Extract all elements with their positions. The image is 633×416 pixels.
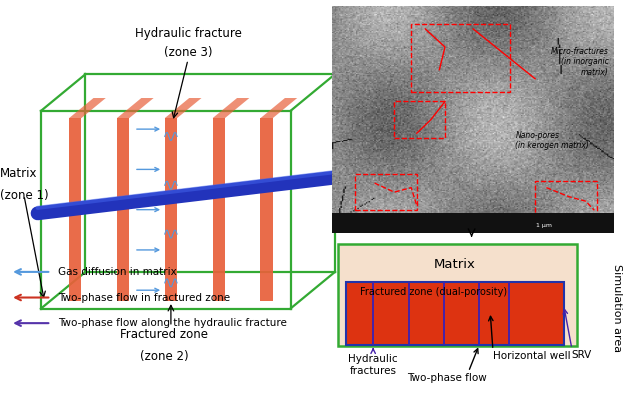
Bar xyxy=(411,25,510,92)
Text: SRV: SRV xyxy=(572,350,592,360)
Bar xyxy=(535,181,597,215)
Text: Two-phase flow in fractured zone: Two-phase flow in fractured zone xyxy=(58,292,230,302)
Bar xyxy=(355,174,417,210)
Text: Micro-fractures
(in inorganic
matrix): Micro-fractures (in inorganic matrix) xyxy=(551,47,608,77)
Polygon shape xyxy=(260,98,298,118)
Polygon shape xyxy=(69,118,82,301)
Polygon shape xyxy=(117,98,154,118)
Text: Fractured zone (dual-porosity): Fractured zone (dual-porosity) xyxy=(360,287,506,297)
Polygon shape xyxy=(165,98,201,118)
Polygon shape xyxy=(117,118,129,301)
Text: Horizontal well: Horizontal well xyxy=(493,352,570,362)
Polygon shape xyxy=(165,118,177,301)
Text: Simulation area: Simulation area xyxy=(612,264,622,352)
Text: Gas diffusion in matrix: Gas diffusion in matrix xyxy=(58,267,177,277)
Text: Hydraulic
fractures: Hydraulic fractures xyxy=(348,354,398,376)
Text: Two-phase flow: Two-phase flow xyxy=(407,373,487,383)
Bar xyxy=(394,102,445,138)
Polygon shape xyxy=(213,118,225,301)
Text: Matrix: Matrix xyxy=(434,258,476,271)
Text: (zone 2): (zone 2) xyxy=(140,349,189,363)
Text: Nano-pores
(in kerogen matrix): Nano-pores (in kerogen matrix) xyxy=(515,131,589,150)
Bar xyxy=(338,244,577,346)
Text: 1 μm: 1 μm xyxy=(536,223,551,228)
Text: Fractured zone: Fractured zone xyxy=(120,328,208,341)
Polygon shape xyxy=(260,118,273,301)
Text: (zone 1): (zone 1) xyxy=(0,188,49,201)
Bar xyxy=(346,282,564,345)
Bar xyxy=(332,213,614,233)
Polygon shape xyxy=(213,98,249,118)
Text: Two-phase flow along the hydraulic fracture: Two-phase flow along the hydraulic fract… xyxy=(58,318,287,328)
Text: (zone 3): (zone 3) xyxy=(164,46,212,59)
Text: Matrix: Matrix xyxy=(0,166,37,180)
Text: Hydraulic fracture: Hydraulic fracture xyxy=(135,27,241,40)
Polygon shape xyxy=(69,98,106,118)
